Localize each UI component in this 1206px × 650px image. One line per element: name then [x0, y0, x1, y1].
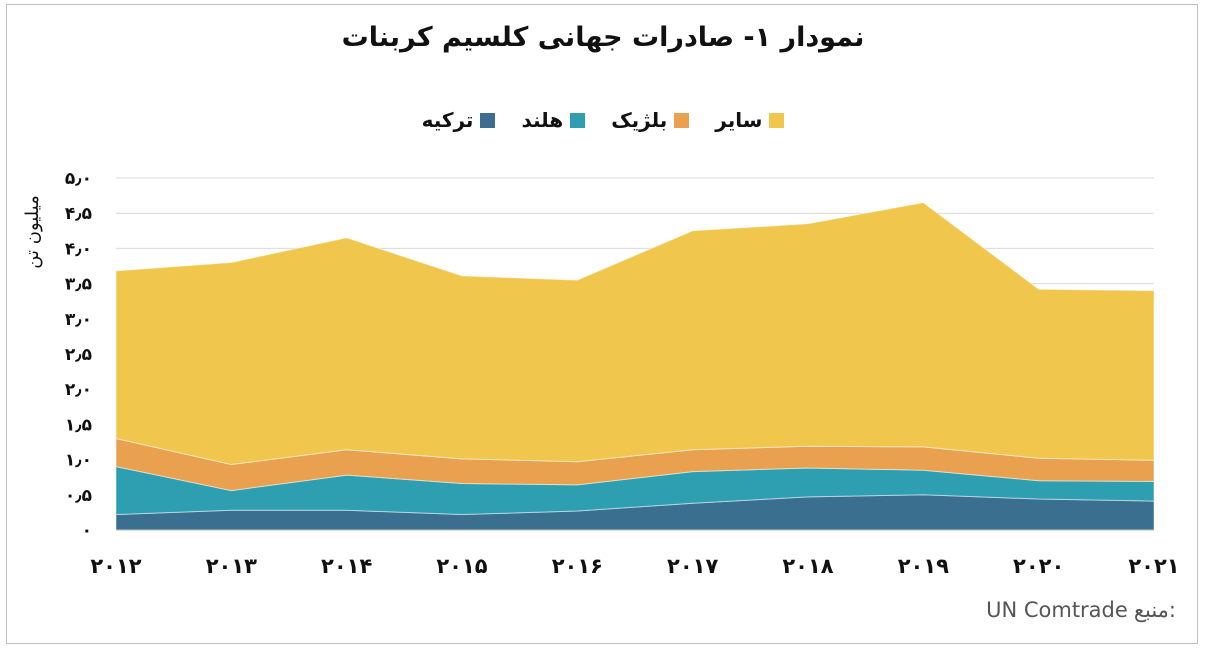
legend-label: سایر	[715, 108, 763, 132]
y-tick-label: ۰	[82, 521, 92, 541]
legend-swatch	[480, 112, 496, 128]
x-tick-label: ۲۰۱۸	[782, 554, 833, 578]
y-tick-label: ۲٫۵	[65, 345, 92, 365]
x-tick-label: ۲۰۱۹	[898, 554, 949, 578]
source-note: UN Comtrade منبع:	[986, 598, 1176, 622]
legend-item: بلژیک	[611, 108, 690, 132]
chart-legend: سایر بلژیک هلند ترکیه	[0, 108, 1206, 132]
y-tick-label: ۴٫۵	[65, 204, 92, 224]
legend-swatch	[769, 112, 785, 128]
area-series	[115, 202, 1155, 466]
legend-item: هلند	[521, 108, 586, 132]
y-tick-label: ۰٫۵	[65, 486, 92, 506]
x-tick-label: ۲۰۱۵	[436, 554, 487, 578]
x-tick-label: ۲۰۱۷	[667, 554, 718, 578]
x-tick-label: ۲۰۱۴	[321, 554, 372, 578]
y-tick-label: ۲٫۰	[65, 380, 92, 400]
x-tick-label: ۲۰۲۱	[1128, 554, 1179, 578]
y-tick-label: ۵٫۰	[65, 169, 92, 189]
legend-label: هلند	[521, 108, 564, 132]
y-tick-label: ۳٫۰	[65, 310, 92, 330]
y-tick-label: ۱٫۰	[65, 451, 92, 471]
y-tick-label: ۳٫۵	[65, 275, 92, 295]
x-tick-label: ۲۰۱۳	[206, 554, 257, 578]
y-tick-label: ۱٫۵	[65, 415, 92, 435]
legend-item: ترکیه	[422, 108, 496, 132]
y-tick-label: ۴٫۰	[65, 239, 92, 259]
x-tick-label: ۲۰۱۶	[552, 554, 603, 578]
x-tick-label: ۲۰۱۲	[90, 554, 141, 578]
x-tick-label: ۲۰۲۰	[1013, 554, 1064, 578]
legend-item: سایر	[715, 108, 785, 132]
y-axis-title: میلیون تن	[22, 195, 43, 268]
legend-label: بلژیک	[611, 108, 668, 132]
legend-swatch	[674, 112, 690, 128]
chart-title: نمودار ۱- صادرات جهانی کلسیم کربنات	[341, 22, 865, 53]
source-value: UN Comtrade	[986, 598, 1128, 622]
source-label: منبع:	[1133, 598, 1176, 622]
legend-swatch	[570, 112, 586, 128]
legend-label: ترکیه	[421, 108, 474, 132]
